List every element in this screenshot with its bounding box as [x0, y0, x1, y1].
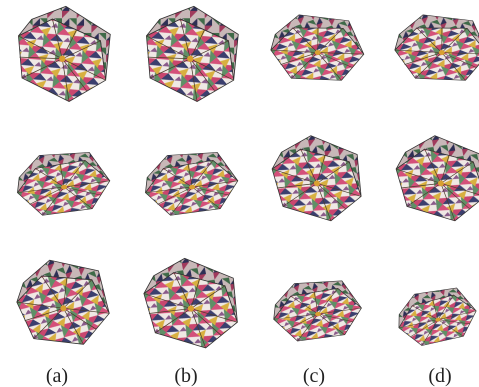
polyhedron	[261, 127, 374, 230]
polyhedron	[129, 0, 256, 115]
subfigure-label: (d)	[428, 365, 451, 387]
polyhedron	[393, 13, 479, 85]
polyhedron	[142, 149, 240, 217]
polyhedron	[271, 278, 364, 343]
polyhedron	[1, 0, 128, 115]
polyhedron	[269, 13, 367, 85]
figure: (a) (b) (c) (d)	[0, 0, 479, 387]
page: {"labels": ["(a)", "(b)", "(c)", "(d)"]}	[0, 0, 479, 387]
polyhedron	[133, 249, 252, 358]
subfigure-label: (c)	[303, 365, 325, 387]
polyhedron	[394, 284, 479, 349]
subfigure-label: (b)	[174, 365, 197, 387]
subfigure-label: (a)	[46, 365, 68, 387]
polyhedron	[385, 127, 479, 230]
polyhedron	[11, 256, 116, 351]
polyhedron	[14, 149, 112, 217]
